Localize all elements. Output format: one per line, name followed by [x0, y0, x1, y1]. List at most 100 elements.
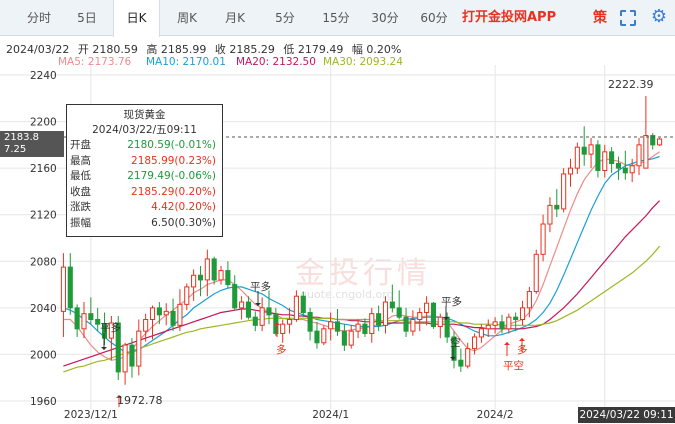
tooltip-row-amplitude: 振幅 6.50(0.30%) [67, 216, 222, 232]
strategy-icon[interactable]: 策 [593, 10, 607, 26]
candle-body [184, 286, 190, 305]
candle [547, 197, 553, 233]
tooltip-key: 收盘 [70, 185, 91, 198]
fullscreen-icon[interactable] [620, 10, 636, 26]
candle-body [561, 173, 567, 210]
candle [403, 307, 409, 337]
candle-body [424, 302, 430, 314]
ohlc-amplitude: 幅 0.20% [351, 43, 402, 56]
candle-body [478, 328, 484, 338]
candle-body [218, 270, 224, 281]
tooltip-value: 6.50(0.30%) [151, 216, 216, 229]
tab-weekly-k[interactable]: 周K [177, 11, 197, 25]
candle [197, 265, 204, 297]
candle [348, 325, 354, 349]
candle-body [554, 204, 560, 210]
candle [95, 307, 101, 332]
candle-body [389, 301, 395, 309]
candle [259, 297, 265, 332]
gear-icon[interactable]: ⚙ [650, 6, 668, 27]
tab-daily-k[interactable]: 日K [113, 0, 160, 37]
candle-body [444, 316, 450, 338]
signal-arrow [101, 333, 107, 350]
tab-intraday[interactable]: 分时 [26, 11, 51, 25]
candle [465, 342, 471, 369]
tooltip-key: 最高 [70, 154, 91, 167]
tab-monthly-k[interactable]: 月K [225, 11, 245, 25]
candle-body [403, 316, 409, 332]
candle [657, 137, 663, 147]
tooltip-title: 现货黄金 [123, 109, 166, 121]
candle [458, 348, 464, 372]
tooltip-row-open: 开盘 2180.59(-0.01%) [67, 138, 222, 154]
ma5-line [63, 151, 660, 361]
tab-60min[interactable]: 60分 [420, 11, 448, 25]
ma20-line [63, 200, 661, 367]
candle [451, 331, 457, 369]
candle-body [382, 301, 389, 326]
candle-body [341, 330, 347, 346]
candle [369, 307, 375, 343]
candle [156, 302, 162, 325]
arrow-head [519, 338, 525, 341]
candle-body [239, 301, 245, 309]
candle [650, 133, 656, 150]
candle-body [472, 336, 478, 350]
tab-5day[interactable]: 5日 [77, 11, 97, 25]
candle [149, 305, 156, 340]
candle [519, 300, 526, 326]
candle-body [540, 223, 546, 255]
ohlc-open: 开 2180.59 [77, 43, 138, 56]
candle [485, 319, 491, 337]
candle-body [129, 344, 135, 367]
candle-body [60, 266, 66, 312]
tooltip-row-low: 最低 2179.49(-0.06%) [67, 169, 222, 185]
candle-body [369, 313, 375, 334]
candle [362, 318, 368, 337]
signal-label: 平多 [441, 296, 462, 308]
candle-body [574, 146, 580, 169]
ma10-line [63, 155, 660, 353]
signal-arrow [443, 306, 449, 320]
candle-body [74, 307, 80, 330]
candle-body [232, 284, 238, 309]
candle [129, 338, 135, 378]
candle [252, 311, 258, 332]
candle [266, 290, 272, 325]
candle [232, 275, 238, 311]
candle [300, 291, 306, 318]
candle [341, 324, 347, 351]
arrow-head [101, 347, 107, 350]
candle [286, 307, 293, 334]
candle [170, 298, 176, 332]
candle-body [355, 323, 361, 332]
candle-body [101, 323, 108, 339]
period-tabbar: 分时 5日 日K 周K 月K 5分 15分 30分 60分 打开金投网APP 策… [0, 0, 675, 37]
arrow-head [443, 317, 449, 320]
current-price-tag: 2183.8 7.25 [0, 131, 64, 157]
arrow-head [255, 303, 261, 306]
open-app-button[interactable]: 打开金投网APP [462, 10, 557, 25]
signal-label: 多 [276, 344, 287, 356]
signal-arrow [116, 395, 122, 407]
candle [595, 140, 601, 178]
candle-body [259, 307, 265, 326]
candle [554, 189, 560, 218]
candle-body [156, 307, 162, 316]
candle [492, 317, 498, 334]
candle [218, 265, 224, 285]
quote-tooltip: 现货黄金 2024/03/22/五09:11 开盘 2180.59(-0.01%)… [66, 104, 223, 237]
candle [314, 321, 320, 349]
candle [437, 313, 443, 339]
tooltip-key: 开盘 [70, 139, 91, 151]
candle [122, 342, 128, 385]
tab-5min[interactable]: 5分 [275, 11, 295, 25]
tab-15min[interactable]: 15分 [322, 11, 350, 25]
candle [74, 304, 80, 337]
candle [115, 316, 121, 381]
candle-body [197, 274, 204, 281]
tab-30min[interactable]: 30分 [371, 11, 399, 25]
candle-body [499, 321, 505, 330]
candle-body [81, 313, 87, 330]
